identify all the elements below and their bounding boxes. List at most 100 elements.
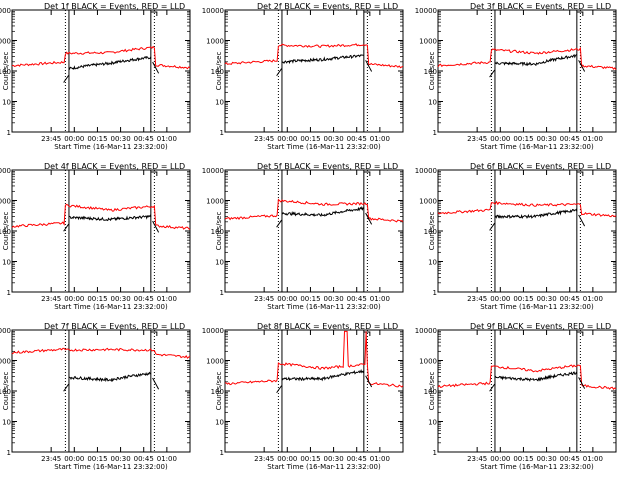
x-tick-label: 00:15 xyxy=(87,295,107,303)
detector-panel-4: Det 4f BLACK = Events, RED = LLD Counts/s… xyxy=(0,162,191,311)
events-series-line xyxy=(494,208,578,220)
y-tick-label: 1 xyxy=(433,449,437,457)
panel-title: Det 1f BLACK = Events, RED = LLD xyxy=(44,2,185,11)
x-axis-label: Start Time (16-Mar-11 23:32:00) xyxy=(54,303,168,311)
x-tick-label: 01:00 xyxy=(370,455,390,463)
events-edge-segment xyxy=(578,60,586,72)
x-axis-label: Start Time (16-Mar-11 23:32:00) xyxy=(267,143,381,151)
y-tick-label: 1000 xyxy=(206,198,224,206)
x-tick-label: 00:00 xyxy=(64,135,84,143)
x-tick-label: 00:00 xyxy=(490,455,510,463)
x-tick-label: 00:45 xyxy=(560,295,580,303)
events-edge-segment xyxy=(489,69,496,78)
x-tick-label: 23:45 xyxy=(41,135,61,143)
y-tick-label: 1000 xyxy=(419,198,437,206)
detector-panel-9: Det 9f BLACK = Events, RED = LLD Counts/s… xyxy=(415,322,617,471)
events-edge-segment xyxy=(63,75,70,83)
panel-title: Det 3f BLACK = Events, RED = LLD xyxy=(470,2,611,11)
panel-title: Det 9f BLACK = Events, RED = LLD xyxy=(470,322,611,331)
x-axis-label: Start Time (16-Mar-11 23:32:00) xyxy=(54,463,168,471)
events-edge-segment xyxy=(365,212,373,225)
y-tick-label: 100 xyxy=(211,228,224,236)
events-series-line xyxy=(68,214,152,222)
marker-bracket xyxy=(150,11,158,16)
events-edge-segment xyxy=(489,383,496,392)
x-tick-label: 00:15 xyxy=(513,295,533,303)
x-tick-label: 01:00 xyxy=(583,295,603,303)
y-axis-label: Counts/sec xyxy=(428,52,436,91)
marker-bracket xyxy=(150,171,158,176)
marker-bracket xyxy=(363,11,371,16)
x-tick-label: 01:00 xyxy=(157,455,177,463)
x-tick-label: 01:00 xyxy=(583,455,603,463)
x-tick-label: 00:45 xyxy=(134,455,154,463)
y-tick-label: 10 xyxy=(428,259,437,267)
x-tick-label: 00:45 xyxy=(560,135,580,143)
x-tick-label: 00:45 xyxy=(347,295,367,303)
x-tick-label: 23:45 xyxy=(254,455,274,463)
y-tick-label: 1 xyxy=(7,129,11,137)
detector-panel-5: Det 5f BLACK = Events, RED = LLD Counts/s… xyxy=(202,162,404,311)
x-tick-label: 00:15 xyxy=(300,455,320,463)
y-tick-label: 1000 xyxy=(419,38,437,46)
x-tick-label: 00:15 xyxy=(513,455,533,463)
detector-panel-6: Det 6f BLACK = Events, RED = LLD Counts/s… xyxy=(415,162,617,311)
x-tick-label: 00:00 xyxy=(277,135,297,143)
x-tick-label: 00:30 xyxy=(536,455,556,463)
panel-title: Det 8f BLACK = Events, RED = LLD xyxy=(257,322,398,331)
events-series-line xyxy=(68,56,152,71)
y-tick-label: 1000 xyxy=(0,38,11,46)
x-tick-label: 00:45 xyxy=(134,295,154,303)
y-tick-label: 10000 xyxy=(415,7,437,15)
y-tick-label: 1 xyxy=(433,289,437,297)
y-tick-label: 1000 xyxy=(206,358,224,366)
x-tick-label: 00:45 xyxy=(560,455,580,463)
y-tick-label: 1 xyxy=(220,129,224,137)
panel-title: Det 7f BLACK = Events, RED = LLD xyxy=(44,322,185,331)
y-tick-label: 100 xyxy=(0,68,11,76)
y-axis-label: Counts/sec xyxy=(428,372,436,411)
x-tick-label: 00:00 xyxy=(64,295,84,303)
x-tick-label: 00:00 xyxy=(64,455,84,463)
marker-bracket xyxy=(576,11,584,16)
y-tick-label: 10000 xyxy=(202,167,224,175)
y-tick-label: 100 xyxy=(424,68,437,76)
x-tick-label: 23:45 xyxy=(467,455,487,463)
events-series-line xyxy=(494,371,578,382)
y-axis-label: Counts/sec xyxy=(2,372,10,411)
y-tick-label: 1000 xyxy=(419,358,437,366)
events-series-line xyxy=(281,369,365,382)
y-tick-label: 100 xyxy=(424,388,437,396)
detector-panel-2: Det 2f BLACK = Events, RED = LLD Counts/s… xyxy=(202,2,404,151)
y-tick-label: 1000 xyxy=(0,198,11,206)
x-tick-label: 00:15 xyxy=(513,135,533,143)
y-tick-label: 10 xyxy=(428,99,437,107)
x-axis-label: Start Time (16-Mar-11 23:32:00) xyxy=(480,303,594,311)
x-tick-label: 00:30 xyxy=(323,295,343,303)
y-tick-label: 10000 xyxy=(0,167,11,175)
y-axis-label: Counts/sec xyxy=(2,212,10,251)
x-axis-label: Start Time (16-Mar-11 23:32:00) xyxy=(54,143,168,151)
detector-panel-8: Det 8f BLACK = Events, RED = LLD Counts/s… xyxy=(202,322,404,471)
y-tick-label: 100 xyxy=(0,228,11,236)
lld-series-line xyxy=(437,200,617,218)
x-tick-label: 00:30 xyxy=(536,135,556,143)
x-tick-label: 00:45 xyxy=(347,135,367,143)
x-tick-label: 23:45 xyxy=(254,295,274,303)
y-tick-label: 10 xyxy=(2,419,11,427)
x-axis-label: Start Time (16-Mar-11 23:32:00) xyxy=(480,143,594,151)
x-tick-label: 00:45 xyxy=(134,135,154,143)
events-series-line xyxy=(281,206,365,217)
events-edge-segment xyxy=(276,219,283,228)
y-axis-label: Counts/sec xyxy=(215,52,223,91)
events-edge-segment xyxy=(276,385,283,394)
y-tick-label: 10000 xyxy=(202,7,224,15)
y-tick-label: 1000 xyxy=(206,38,224,46)
x-axis-label: Start Time (16-Mar-11 23:32:00) xyxy=(267,303,381,311)
marker-bracket xyxy=(363,171,371,176)
y-tick-label: 10 xyxy=(2,99,11,107)
x-tick-label: 00:15 xyxy=(87,135,107,143)
y-tick-label: 10000 xyxy=(0,7,11,15)
y-tick-label: 10000 xyxy=(415,327,437,335)
